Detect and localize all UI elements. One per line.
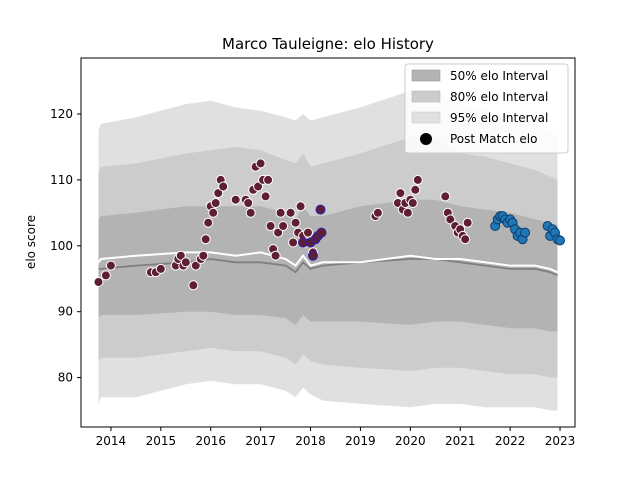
post-match-point: [213, 188, 224, 199]
post-match-point: [245, 207, 256, 218]
legend-label-80: 80% elo Interval: [450, 90, 548, 104]
x-axis-ticks: 2014 2015 2016 2017 2018 2019 2020 2021 2022 2023: [96, 427, 576, 448]
post-match-point: [198, 250, 209, 261]
post-match-point: [445, 214, 456, 225]
legend-label-95: 95% elo Interval: [450, 111, 548, 125]
y-tick-label: 120: [50, 107, 73, 121]
post-match-point: [105, 260, 116, 271]
x-tick-label: 2017: [245, 434, 276, 448]
post-match-point: [410, 184, 421, 195]
legend-swatch-50: [411, 69, 441, 82]
post-match-point: [290, 217, 301, 228]
post-match-point: [243, 198, 254, 208]
plot-area: [93, 90, 565, 411]
y-tick-label: 80: [58, 371, 73, 385]
post-match-point-highlight: [308, 250, 318, 261]
legend-label-50: 50% elo Interval: [450, 69, 548, 83]
post-match-point: [273, 227, 284, 238]
post-match-points: [93, 158, 565, 291]
x-tick-label: 2016: [195, 434, 226, 448]
post-match-point: [208, 207, 219, 218]
post-match-point: [440, 191, 451, 202]
legend-swatch-95: [411, 111, 441, 124]
post-match-point-highlight: [316, 227, 327, 238]
legend-swatch-80: [411, 90, 441, 103]
y-tick-label: 90: [58, 305, 73, 319]
legend-label-post-match: Post Match elo: [450, 132, 537, 146]
mean-elo-line: [97, 251, 558, 274]
post-match-point: [260, 191, 271, 202]
post-match-point: [255, 158, 266, 169]
post-match-point: [190, 260, 201, 271]
legend-box: [404, 63, 569, 154]
post-match-point: [175, 250, 186, 261]
post-match-point: [372, 207, 383, 218]
y-axis-ticks: 80 90 100 110 120: [50, 107, 81, 385]
post-match-point: [303, 227, 313, 238]
axes-frame: [80, 57, 576, 428]
post-match-point: [263, 174, 274, 185]
x-tick-label: 2020: [395, 434, 426, 448]
y-tick-label: 110: [50, 173, 73, 187]
post-match-point: [188, 280, 199, 291]
post-match-point-recent: [520, 227, 531, 238]
post-match-point: [100, 270, 111, 281]
post-match-point-recent: [555, 235, 565, 246]
post-match-point: [288, 237, 299, 248]
x-tick-label: 2021: [445, 434, 476, 448]
post-match-point: [278, 221, 289, 231]
post-match-point: [275, 207, 286, 218]
x-tick-label: 2019: [345, 434, 376, 448]
post-match-point: [395, 188, 406, 199]
chart-title: Marco Tauleigne: elo History: [222, 35, 434, 53]
post-match-point: [155, 263, 166, 274]
post-match-point: [265, 221, 276, 231]
post-match-point: [218, 181, 229, 192]
post-match-point: [253, 181, 264, 192]
post-match-point: [203, 217, 214, 228]
post-match-point: [180, 257, 191, 268]
post-match-point: [200, 234, 211, 245]
post-match-point: [462, 217, 473, 228]
post-match-point: [412, 174, 423, 185]
post-match-point: [93, 277, 104, 287]
legend: 50% elo Interval 80% elo Interval 95% el…: [404, 63, 569, 154]
x-tick-label: 2014: [96, 434, 127, 448]
post-match-point: [270, 250, 281, 261]
post-match-point: [460, 234, 471, 245]
x-tick-label: 2023: [545, 434, 576, 448]
post-match-point: [210, 198, 221, 208]
post-match-point: [295, 201, 306, 212]
legend-marker-post-match: [420, 133, 432, 145]
y-axis-label: elo score: [24, 215, 38, 269]
y-tick-label: 100: [50, 239, 73, 253]
post-match-point-highlight: [315, 204, 326, 215]
x-tick-label: 2022: [495, 434, 526, 448]
post-match-point: [402, 207, 413, 218]
x-tick-label: 2018: [295, 434, 326, 448]
post-match-point: [230, 194, 241, 205]
x-tick-label: 2015: [146, 434, 177, 448]
post-match-point: [407, 198, 418, 208]
post-match-point: [285, 207, 296, 218]
